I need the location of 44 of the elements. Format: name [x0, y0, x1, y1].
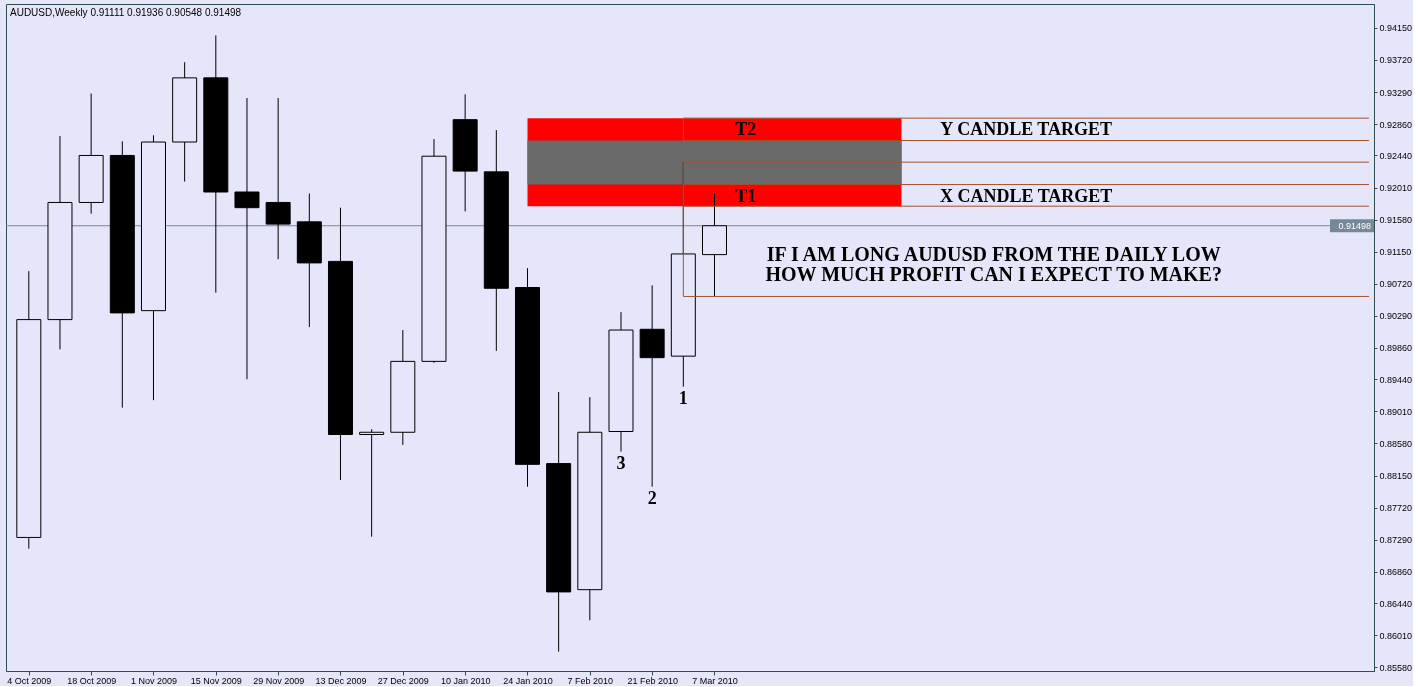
annotation: HOW MUCH PROFIT CAN I EXPECT TO MAKE? [765, 263, 1222, 285]
x-tick-label: 10 Jan 2010 [440, 675, 491, 686]
annotation: 3 [616, 452, 626, 473]
y-tick-label: 0.90290 [1379, 311, 1413, 322]
x-tick-label: 1 Nov 2009 [130, 675, 177, 686]
x-tick-label: 24 Jan 2010 [503, 675, 553, 686]
y-tick-label: 0.91580 [1379, 215, 1413, 226]
x-tick-label: 7 Feb 2010 [567, 675, 614, 686]
y-tick-label: 0.89860 [1379, 343, 1413, 354]
y-tick-label: 0.86860 [1379, 567, 1413, 578]
x-tick-label: 15 Nov 2009 [190, 675, 242, 686]
x-tick-label: 18 Oct 2009 [67, 675, 117, 686]
y-tick-label: 0.88580 [1379, 438, 1413, 449]
annotation: Y CANDLE TARGET [940, 119, 1113, 140]
y-tick-label: 0.90720 [1379, 279, 1413, 290]
y-tick-label: 0.93290 [1379, 87, 1413, 98]
x-tick-label: 21 Feb 2010 [627, 675, 678, 686]
x-tick-label: 27 Dec 2009 [377, 675, 429, 686]
annotation: IF I AM LONG AUDUSD FROM THE DAILY LOW [766, 243, 1221, 265]
y-tick-label: 0.92860 [1379, 119, 1413, 130]
y-tick-label: 0.86440 [1379, 598, 1413, 609]
x-tick-label: 7 Mar 2010 [692, 675, 738, 686]
annotation: 2 [647, 487, 657, 508]
y-tick-label: 0.93720 [1379, 55, 1413, 66]
y-tick-label: 0.86010 [1379, 630, 1413, 641]
y-tick-label: 0.85580 [1379, 662, 1413, 673]
y-tick-label: 0.89010 [1379, 406, 1413, 417]
y-tick-label: 0.87720 [1379, 503, 1413, 514]
y-tick-label: 0.88150 [1379, 471, 1413, 482]
annotation: 1 [678, 387, 688, 408]
annotation: T2 [735, 119, 757, 140]
y-tick-label: 0.89440 [1379, 374, 1413, 385]
y-tick-label: 0.92440 [1379, 150, 1413, 161]
chart-title: AUDUSD,Weekly 0.91111 0.91936 0.90548 0.91498 [10, 7, 242, 18]
x-tick-label: 13 Dec 2009 [315, 675, 367, 686]
y-tick-label: 0.94150 [1379, 23, 1413, 34]
x-tick-label: 29 Nov 2009 [253, 675, 305, 686]
y-tick-label: 0.92010 [1379, 183, 1413, 194]
annotation: X CANDLE TARGET [939, 185, 1113, 206]
x-tick-label: 4 Oct 2009 [7, 675, 52, 686]
ref-line-label: 0.91498 [1338, 220, 1371, 231]
y-tick-label: 0.91150 [1379, 247, 1412, 258]
y-tick-label: 0.87290 [1379, 535, 1413, 546]
annotation: T1 [735, 185, 757, 206]
